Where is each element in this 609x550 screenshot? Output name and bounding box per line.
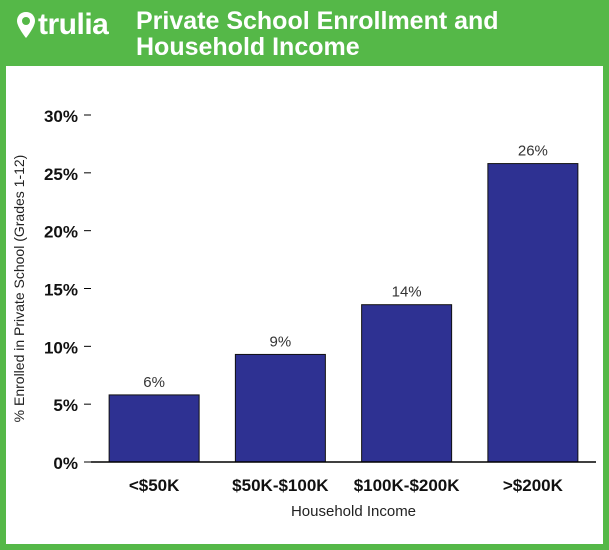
x-tick-label: <$50K [129, 476, 180, 495]
x-tick-label: >$200K [503, 476, 564, 495]
bar [108, 394, 200, 463]
x-tick-label: $50K-$100K [232, 476, 329, 495]
y-tick-label: 25% [44, 165, 78, 184]
y-tick-label: 15% [44, 281, 78, 300]
y-tick-label: 10% [44, 338, 78, 357]
brand-name: trulia [38, 8, 109, 41]
x-axis-label: Household Income [291, 503, 416, 520]
header: trulia Private School Enrollment and Hou… [0, 0, 609, 66]
bar [234, 353, 326, 463]
location-pin-icon [17, 12, 35, 38]
chart-panel: 0% 5% 10% 15% 20% 25% 30% 6% 9% 14% 26% <$50K $50K… [6, 66, 603, 544]
chart-title: Private School Enrollment and Household … [136, 8, 596, 60]
y-axis-label: % Enrolled in Private School (Grades 1-1… [11, 155, 27, 423]
y-tick-label: 20% [44, 223, 78, 242]
bar [487, 163, 579, 463]
data-label: 9% [270, 333, 292, 350]
data-label: 6% [143, 374, 165, 391]
y-tick-label: 0% [53, 454, 78, 473]
chart-title-line1: Private School Enrollment and [136, 7, 499, 35]
x-tick-label: $100K-$200K [354, 476, 461, 495]
y-tick-label: 30% [44, 107, 78, 126]
data-label: 14% [392, 284, 422, 301]
y-tick-label: 5% [53, 396, 78, 415]
bar-chart: 0% 5% 10% 15% 20% 25% 30% 6% 9% 14% 26% <$50K $50K… [11, 107, 596, 520]
chart-title-line2: Household Income [136, 33, 360, 61]
trulia-logo: trulia [16, 8, 109, 42]
bar [361, 304, 453, 463]
data-label: 26% [518, 143, 548, 160]
